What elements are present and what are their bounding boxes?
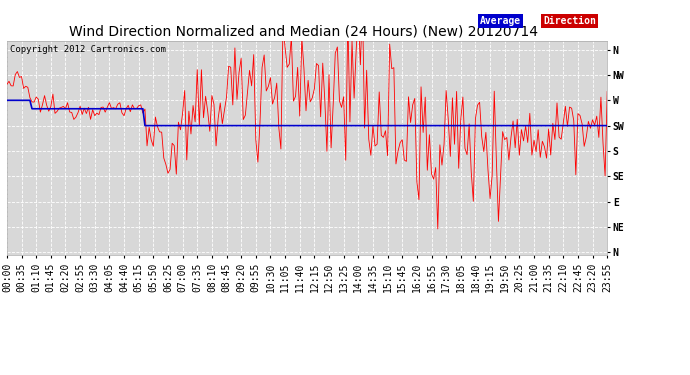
Text: Wind Direction Normalized and Median (24 Hours) (New) 20120714: Wind Direction Normalized and Median (24… — [69, 24, 538, 38]
Text: Copyright 2012 Cartronics.com: Copyright 2012 Cartronics.com — [10, 45, 166, 54]
Text: Average: Average — [480, 16, 521, 26]
Text: Direction: Direction — [543, 16, 596, 26]
